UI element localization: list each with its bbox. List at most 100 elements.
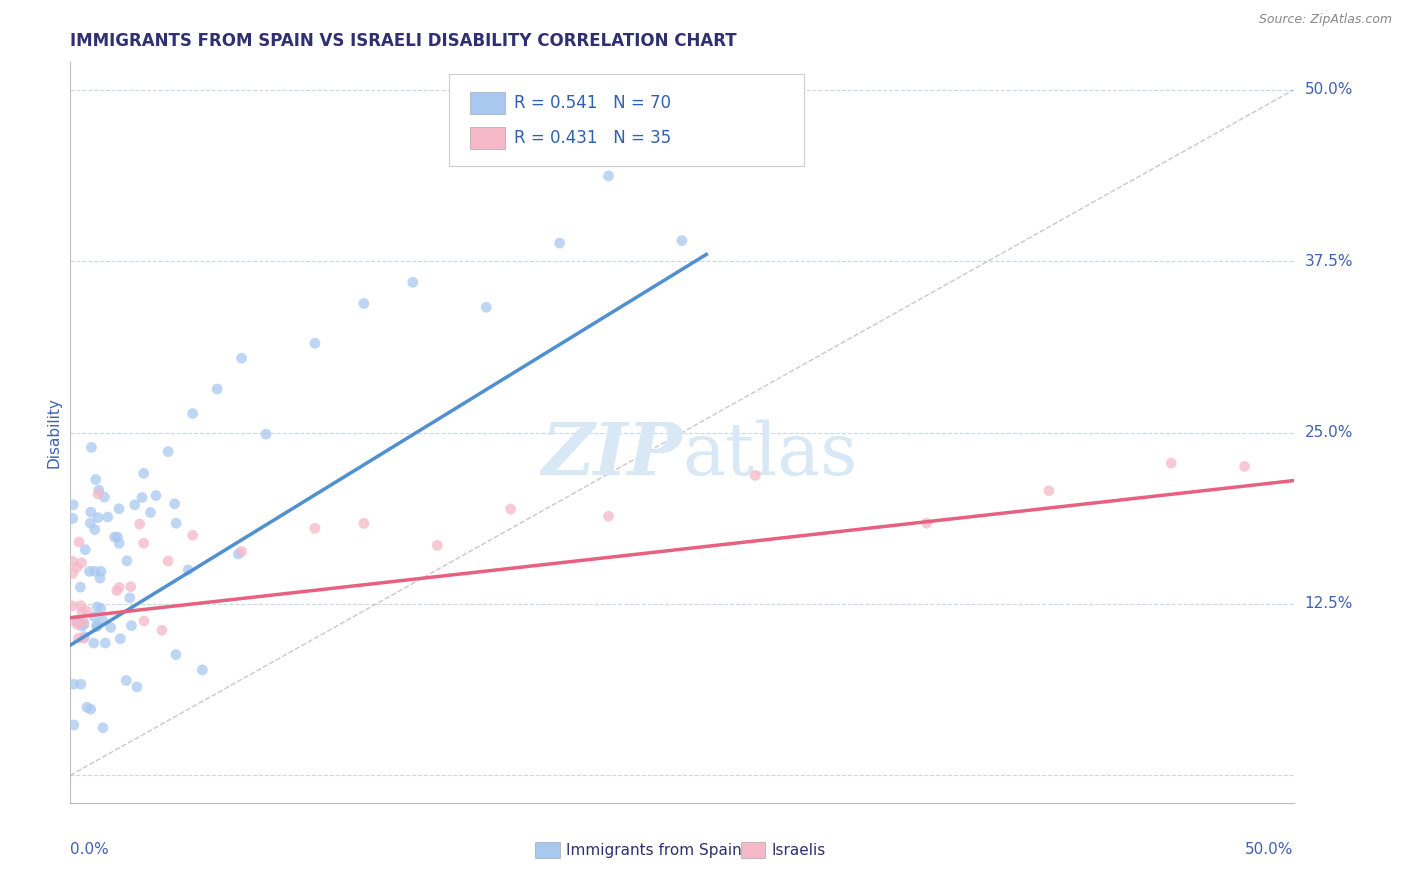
Point [110, 632, 132, 646]
Point [91, 614, 114, 628]
Point [499, 502, 522, 516]
Text: 50.0%: 50.0% [1246, 842, 1294, 856]
Point [132, 467, 155, 481]
Point [91, 721, 114, 735]
Point [86, 599, 108, 614]
Point [125, 680, 148, 694]
Point [108, 580, 131, 594]
Point [73, 632, 96, 646]
Point [86, 620, 108, 634]
Point [228, 547, 250, 561]
Point [304, 336, 326, 351]
Point [744, 468, 766, 483]
Text: 50.0%: 50.0% [1305, 82, 1353, 97]
Point [62, 554, 84, 568]
Point [100, 620, 122, 634]
Text: 0.0%: 0.0% [70, 842, 110, 856]
Point [108, 501, 131, 516]
Point [76, 604, 98, 618]
Point [70, 677, 93, 691]
Point [75, 542, 97, 557]
Point [402, 276, 425, 290]
Point [115, 554, 138, 568]
Point [72, 615, 94, 630]
Point [165, 648, 187, 662]
Point [177, 563, 200, 577]
Point [63, 615, 86, 629]
Point [165, 516, 187, 531]
Point [163, 497, 186, 511]
Point [93, 490, 115, 504]
Point [231, 351, 253, 366]
Text: 12.5%: 12.5% [1305, 597, 1353, 612]
Point [62, 566, 84, 581]
Text: 37.5%: 37.5% [1305, 253, 1353, 268]
Point [104, 530, 127, 544]
Point [83, 636, 105, 650]
Point [66, 617, 89, 632]
Point [73, 630, 96, 644]
Point [598, 169, 620, 183]
Point [231, 544, 253, 558]
Point [80, 505, 103, 519]
Point [157, 554, 180, 568]
Point [79, 516, 101, 530]
Point [70, 619, 93, 633]
Point [62, 498, 84, 512]
Point [1160, 456, 1182, 470]
Point [1038, 483, 1060, 498]
Point [67, 631, 90, 645]
Point [181, 528, 204, 542]
Point [65, 613, 87, 627]
Point [73, 617, 96, 632]
Point [97, 510, 120, 524]
Y-axis label: Disability: Disability [46, 397, 62, 468]
Point [83, 609, 105, 624]
Point [118, 591, 141, 605]
Point [353, 516, 375, 531]
Point [548, 236, 571, 251]
Point [191, 663, 214, 677]
Text: R = 0.541   N = 70: R = 0.541 N = 70 [515, 95, 671, 112]
Text: R = 0.431   N = 35: R = 0.431 N = 35 [515, 129, 672, 147]
Point [76, 700, 98, 714]
Point [87, 510, 110, 524]
Point [145, 489, 167, 503]
Text: Israelis: Israelis [772, 843, 825, 858]
Point [105, 583, 128, 598]
Point [304, 521, 326, 535]
Point [62, 677, 84, 691]
Point [132, 614, 155, 628]
Point [79, 565, 101, 579]
Point [124, 498, 146, 512]
Point [84, 473, 107, 487]
Point [120, 580, 142, 594]
Point [62, 718, 84, 732]
Point [115, 673, 138, 688]
Point [87, 483, 110, 497]
Point [90, 565, 112, 579]
Text: 25.0%: 25.0% [1305, 425, 1353, 440]
Point [94, 636, 117, 650]
Point [79, 702, 101, 716]
Point [150, 624, 173, 638]
Text: atlas: atlas [682, 419, 858, 490]
Point [70, 599, 93, 613]
Point [107, 530, 129, 544]
Point [671, 234, 693, 248]
Point [83, 564, 105, 578]
Point [426, 538, 449, 552]
FancyBboxPatch shape [450, 73, 804, 166]
Point [120, 618, 142, 632]
Point [131, 491, 153, 505]
Text: Immigrants from Spain: Immigrants from Spain [565, 843, 741, 858]
Point [915, 516, 938, 531]
FancyBboxPatch shape [741, 842, 765, 858]
FancyBboxPatch shape [470, 92, 505, 114]
Point [70, 556, 93, 570]
Text: IMMIGRANTS FROM SPAIN VS ISRAELI DISABILITY CORRELATION CHART: IMMIGRANTS FROM SPAIN VS ISRAELI DISABIL… [70, 32, 737, 50]
Point [70, 605, 93, 619]
Point [90, 601, 112, 615]
Point [89, 571, 111, 585]
FancyBboxPatch shape [536, 842, 560, 858]
